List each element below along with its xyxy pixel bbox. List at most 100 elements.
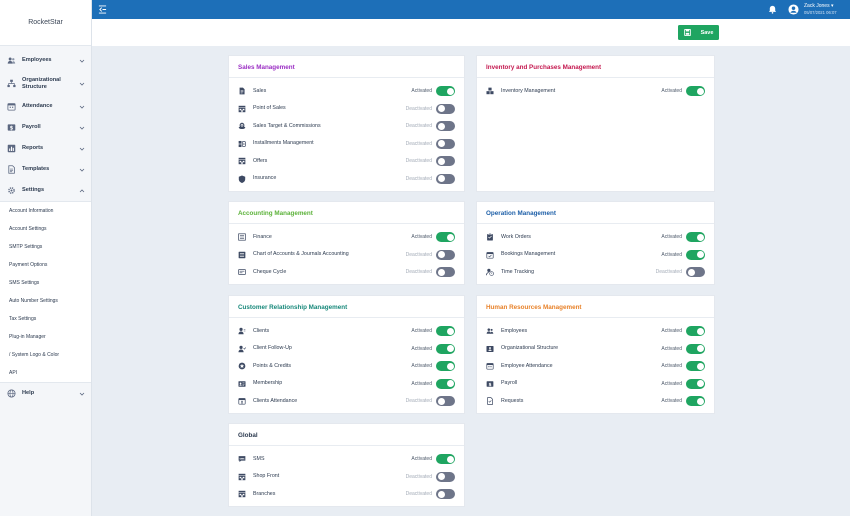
points-icon <box>238 362 246 370</box>
module-row: Inventory Management Activated <box>486 84 705 98</box>
save-icon <box>683 29 691 36</box>
submenu-item-tax-settings[interactable]: Tax Settings <box>9 316 37 322</box>
module-toggle[interactable] <box>436 326 455 336</box>
toggle-knob <box>446 455 454 463</box>
save-button[interactable]: Save <box>678 25 719 40</box>
dollar-icon: $ <box>486 380 494 388</box>
chevron-down-icon <box>79 167 85 173</box>
sidebar-item-attendance[interactable]: Attendance <box>0 96 91 117</box>
submenu-item-sms-settings[interactable]: SMS Settings <box>9 280 40 286</box>
module-toggle[interactable] <box>436 378 455 389</box>
module-toggle[interactable] <box>436 267 455 277</box>
calendar-icon <box>7 102 16 111</box>
module-toggle[interactable] <box>436 138 455 149</box>
module-toggle[interactable] <box>436 156 455 166</box>
module-label: Payroll <box>501 380 518 387</box>
app-logo[interactable]: RocketStar <box>0 0 91 46</box>
module-toggle[interactable] <box>436 249 455 260</box>
module-label: Insurance <box>253 175 277 182</box>
chart-icon <box>7 144 16 153</box>
module-label: Work Orders <box>501 233 531 240</box>
module-row: Work Orders Activated <box>486 230 705 244</box>
module-row: Organizational Structure Activated <box>486 342 705 356</box>
sidebar-item-reports[interactable]: Reports <box>0 138 91 159</box>
module-status: Deactivated <box>405 473 432 480</box>
module-toggle[interactable] <box>686 267 705 277</box>
submenu-item-auto-number-settings[interactable]: Auto Number Settings <box>9 298 58 304</box>
module-toggle[interactable] <box>436 396 455 406</box>
module-toggle[interactable] <box>436 471 455 482</box>
card-title: Global <box>238 432 258 439</box>
svg-text:$: $ <box>488 381 491 387</box>
module-toggle[interactable] <box>436 232 455 242</box>
module-toggle[interactable] <box>686 232 705 242</box>
user-avatar-icon[interactable] <box>788 4 799 15</box>
module-label: Inventory Management <box>501 87 556 94</box>
module-toggle[interactable] <box>686 326 705 336</box>
sidebar-item-organizational-structure[interactable]: Organizational Structure <box>0 71 91 96</box>
module-toggle[interactable] <box>686 86 705 96</box>
module-toggle[interactable] <box>436 454 455 464</box>
toggle-knob <box>446 362 454 370</box>
chevron-up-icon <box>79 188 85 194</box>
module-label: Employees <box>501 327 528 334</box>
bell-icon[interactable] <box>768 5 777 14</box>
coins-icon <box>238 122 246 130</box>
collapse-sidebar-button[interactable] <box>96 3 109 16</box>
module-label: Shop Front <box>253 473 280 480</box>
module-toggle[interactable] <box>436 343 455 354</box>
module-row: Employee Attendance Activated <box>486 359 705 373</box>
dollar-icon: $ <box>7 123 16 132</box>
submenu-item-api[interactable]: API <box>9 370 18 376</box>
module-toggle[interactable] <box>436 103 455 114</box>
toggle-knob <box>437 397 445 405</box>
module-status: Activated <box>411 380 432 387</box>
chevron-down-icon <box>79 146 85 152</box>
clipboard-icon <box>486 233 494 241</box>
svg-text:$: $ <box>10 126 14 132</box>
module-row: Shop Front Deactivated <box>238 470 455 484</box>
module-toggle[interactable] <box>436 361 455 371</box>
module-label: Requests <box>501 397 524 404</box>
module-toggle[interactable] <box>436 121 455 131</box>
submenu-item-account-information[interactable]: Account Information <box>9 208 54 214</box>
toggle-knob <box>687 268 695 276</box>
submenu-item-payment-options[interactable]: Payment Options <box>9 262 48 268</box>
toggle-knob <box>437 175 445 182</box>
module-toggle[interactable] <box>686 378 705 389</box>
sidebar-item-employees[interactable]: Employees <box>0 50 91 71</box>
submenu-item-system-logo-color[interactable]: / System Logo & Color <box>9 352 60 358</box>
module-toggle[interactable] <box>436 173 455 184</box>
toggle-knob <box>696 87 704 95</box>
card-title: Inventory and Purchases Management <box>486 64 602 71</box>
sms-icon: SMS <box>238 455 246 463</box>
module-toggle[interactable] <box>686 361 705 371</box>
submenu-item-plugin-manager[interactable]: Plug-in Manager <box>9 334 46 340</box>
module-status: Activated <box>411 328 432 334</box>
card-title: Accounting Management <box>238 210 313 217</box>
module-toggle[interactable] <box>686 396 705 406</box>
module-label: Sales <box>253 87 267 94</box>
module-toggle[interactable] <box>686 343 705 354</box>
chevron-down-icon <box>79 104 85 110</box>
module-toggle[interactable] <box>686 249 705 260</box>
store-icon <box>238 490 246 498</box>
user-name[interactable]: Zack Jones ▾ <box>804 3 834 9</box>
sidebar-item-settings[interactable]: Settings <box>0 180 91 201</box>
module-row: Point of Sales Deactivated <box>238 102 455 116</box>
submenu-item-account-settings[interactable]: Account Settings <box>9 226 47 232</box>
sidebar-item-label: Templates <box>22 166 50 173</box>
toggle-knob <box>696 233 704 241</box>
module-toggle[interactable] <box>436 86 455 96</box>
sidebar-item-payroll[interactable]: $ Payroll <box>0 117 91 138</box>
submenu-item-smtp-settings[interactable]: SMTP Settings <box>9 244 43 250</box>
card-title: Human Resources Management <box>486 304 582 311</box>
card-operation-management: Operation Management Work Orders Activate… <box>476 201 715 285</box>
sidebar-item-help[interactable]: Help <box>0 383 91 404</box>
sidebar-item-templates[interactable]: Templates <box>0 159 91 180</box>
module-status: Activated <box>411 363 432 369</box>
id-card-icon <box>238 380 246 388</box>
toggle-knob <box>696 362 704 370</box>
module-toggle[interactable] <box>436 489 455 499</box>
toggle-knob <box>437 490 445 498</box>
